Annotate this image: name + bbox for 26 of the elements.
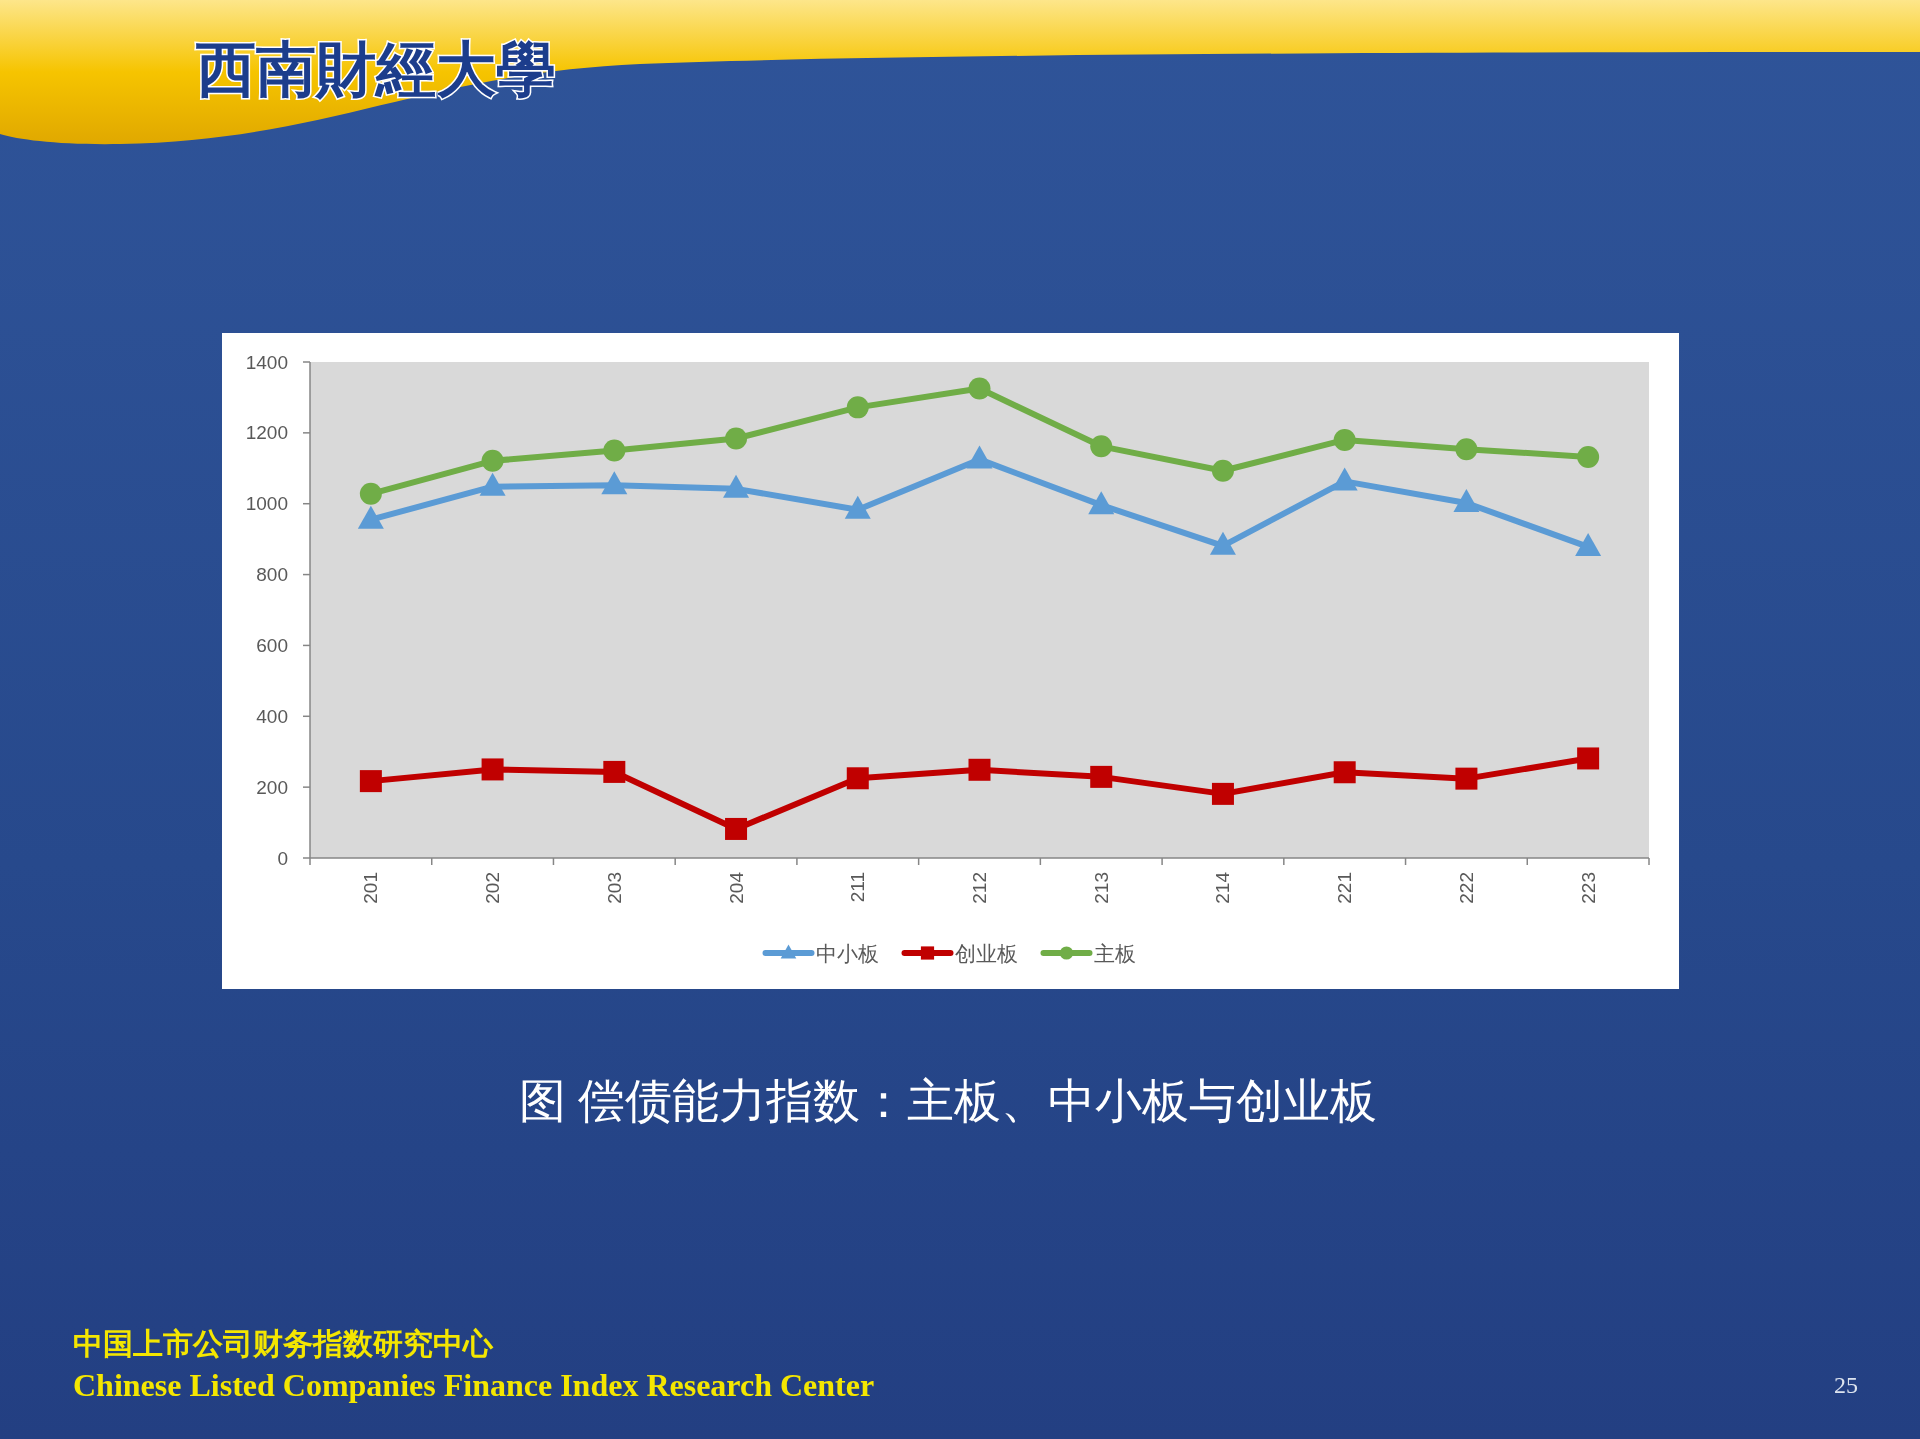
x-tick-label: 203 [603,872,625,904]
x-tick-label: 221 [1334,872,1356,904]
annotation: Chinese Listed Companies Finance Index Research Center [73,1367,875,1403]
y-tick-label: 400 [256,705,288,727]
x-tick-label: 222 [1455,872,1477,904]
annotation: 中国上市公司财务指数研究中心 [73,1327,493,1360]
legend-label: 中小板 [815,941,879,965]
x-tick-label: 214 [1212,872,1234,904]
y-tick-label: 1400 [245,351,288,373]
title: 图 偿债能力指数：主板、中小板与创业板 [519,1075,1377,1127]
y-tick-label: 800 [256,564,288,586]
legend-label: 主板 [1093,941,1136,965]
legend-label: 创业板 [954,941,1018,965]
x-tick-label: 211 [847,872,869,903]
x-tick-label: 223 [1577,872,1599,904]
annotation: 25 [1834,1372,1858,1398]
y-tick-label: 0 [277,847,288,869]
y-tick-label: 1000 [245,493,288,515]
y-tick-label: 1200 [245,422,288,444]
x-tick-label: 213 [1090,872,1112,904]
y-tick-label: 200 [256,776,288,798]
x-tick-label: 212 [969,872,990,904]
x-tick-label: 204 [725,872,747,904]
y-tick-label: 600 [256,634,288,656]
x-tick-label: 201 [360,872,382,904]
x-tick-label: 202 [482,872,504,904]
